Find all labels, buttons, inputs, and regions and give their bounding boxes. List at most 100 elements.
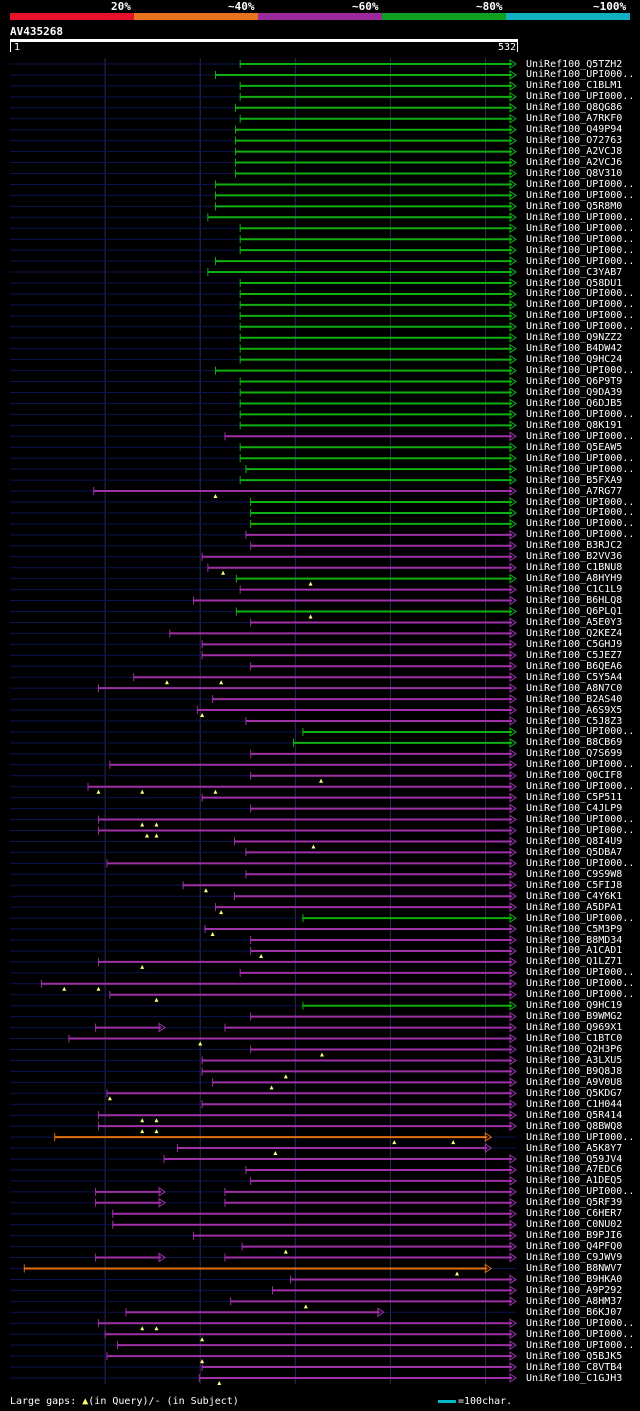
hit-label[interactable]: UniRef100_C5J8Z3 [526,715,623,727]
hit-label[interactable]: UniRef100_A9P292 [526,1284,623,1296]
hit-label[interactable]: UniRef100_UPI000.. [526,1186,635,1198]
hit-label[interactable]: UniRef100_C5P511 [526,792,623,804]
hit-label[interactable]: UniRef100_UPI000.. [526,211,635,223]
hit-label[interactable]: UniRef100_UPI000.. [526,1131,635,1143]
hit-label[interactable]: UniRef100_Q5EAW5 [526,441,623,453]
hit-label[interactable]: UniRef100_UPI000.. [526,244,635,256]
hit-label[interactable]: UniRef100_A5K8Y7 [526,1142,623,1154]
hit-label[interactable]: UniRef100_Q5DBA7 [526,846,623,858]
hit-label[interactable]: UniRef100_C5FIJ8 [526,879,623,891]
hit-label[interactable]: UniRef100_Q8V310 [526,168,623,179]
hit-label[interactable]: UniRef100_A1DEQ5 [526,1175,623,1187]
hit-label[interactable]: UniRef100_Q5TZH2 [526,58,623,70]
hit-label[interactable]: UniRef100_UPI000.. [526,408,635,420]
hit-label[interactable]: UniRef100_UPI000.. [526,310,635,322]
hit-label[interactable]: UniRef100_Q0CIF8 [526,770,623,782]
hit-label[interactable]: UniRef100_UPI000.. [526,1328,635,1340]
hit-label[interactable]: UniRef100_C4JLP9 [526,803,623,815]
hit-label[interactable]: UniRef100_C1H044 [526,1098,623,1110]
hit-label[interactable]: UniRef100_B9Q8J8 [526,1065,623,1077]
hit-label[interactable]: UniRef100_B2VV36 [526,551,623,563]
hit-label[interactable]: UniRef100_B8NWV7 [526,1263,623,1274]
hit-label[interactable]: UniRef100_UPI000.. [526,781,635,793]
hit-label[interactable]: UniRef100_Q8QG86 [526,102,623,114]
hit-label[interactable]: UniRef100_C1C1L9 [526,584,623,596]
hit-label[interactable]: UniRef100_UPI000.. [526,507,635,519]
hit-label[interactable]: UniRef100_UPI000.. [526,321,635,333]
hit-label[interactable]: UniRef100_A6S9X5 [526,704,623,716]
hit-label[interactable]: UniRef100_UPI000.. [526,1339,635,1351]
hit-label[interactable]: UniRef100_B2AS40 [526,693,623,705]
hit-label[interactable]: UniRef100_A5E0Y3 [526,616,623,628]
hit-label[interactable]: UniRef100_Q8I4U9 [526,835,623,847]
hit-label[interactable]: UniRef100_A9V0U8 [526,1076,623,1088]
hit-label[interactable]: UniRef100_UPI000.. [526,978,635,990]
hit-label[interactable]: UniRef100_B4DW42 [526,343,623,355]
hit-label[interactable]: UniRef100_UPI000.. [526,726,635,738]
hit-label[interactable]: UniRef100_UPI000.. [526,222,635,234]
hit-label[interactable]: UniRef100_UPI000.. [526,233,635,245]
hit-label[interactable]: UniRef100_UPI000.. [526,91,635,103]
hit-label[interactable]: UniRef100_UPI000.. [526,69,635,81]
hit-label[interactable]: UniRef100_C4Y6K1 [526,890,623,902]
hit-label[interactable]: UniRef100_Q9HC19 [526,1000,623,1012]
hit-label[interactable]: UniRef100_Q4PFQ0 [526,1241,623,1253]
hit-label[interactable]: UniRef100_Q5R8M0 [526,200,623,212]
hit-label[interactable]: UniRef100_B6HLQ8 [526,595,623,607]
hit-label[interactable]: UniRef100_Q5KDG7 [526,1087,623,1099]
hit-label[interactable]: UniRef100_B8CB69 [526,737,623,749]
hit-label[interactable]: UniRef100_C1GJH3 [526,1372,623,1384]
hit-label[interactable]: UniRef100_A8HYH9 [526,573,623,585]
hit-label[interactable]: UniRef100_B5FXA9 [526,474,623,486]
hit-label[interactable]: UniRef100_UPI000.. [526,255,635,267]
hit-label[interactable]: UniRef100_Q9NZZ2 [526,332,623,344]
hit-label[interactable]: UniRef100_Q5R414 [526,1109,623,1121]
hit-label[interactable]: UniRef100_C0NU02 [526,1219,623,1231]
hit-label[interactable]: UniRef100_Q5BJK5 [526,1350,623,1362]
hit-label[interactable]: UniRef100_C5M3P9 [526,923,623,935]
hit-label[interactable]: UniRef100_Q8K191 [526,419,623,431]
hit-label[interactable]: UniRef100_Q59JV4 [526,1153,623,1165]
hit-label[interactable]: UniRef100_Q969X1 [526,1022,623,1034]
hit-label[interactable]: UniRef100_UPI000.. [526,288,635,300]
hit-label[interactable]: UniRef100_UPI000.. [526,463,635,475]
hit-label[interactable]: UniRef100_B9WMG2 [526,1011,623,1023]
hit-label[interactable]: UniRef100_UPI000.. [526,430,635,442]
hit-label[interactable]: UniRef100_B9HKA0 [526,1273,623,1285]
hit-label[interactable]: UniRef100_C1BNU8 [526,562,623,574]
hit-label[interactable]: UniRef100_Q58DU1 [526,277,623,289]
hit-label[interactable]: UniRef100_O72763 [526,135,623,147]
hit-label[interactable]: UniRef100_Q8BWQ8 [526,1120,623,1132]
hit-label[interactable]: UniRef100_UPI000.. [526,178,635,190]
hit-label[interactable]: UniRef100_UPI000.. [526,518,635,530]
hit-label[interactable]: UniRef100_B6KJ07 [526,1306,623,1318]
hit-label[interactable]: UniRef100_C9JWV9 [526,1252,623,1264]
hit-label[interactable]: UniRef100_Q6P9T9 [526,376,623,388]
hit-label[interactable]: UniRef100_A5DPA1 [526,901,623,913]
hit-label[interactable]: UniRef100_B3RJC2 [526,540,623,552]
hit-label[interactable]: UniRef100_Q49P94 [526,124,623,136]
hit-label[interactable]: UniRef100_A1CAD1 [526,945,623,957]
hit-label[interactable]: UniRef100_UPI000.. [526,989,635,1001]
hit-label[interactable]: UniRef100_A8HM37 [526,1295,623,1307]
hit-label[interactable]: UniRef100_UPI000.. [526,452,635,464]
hit-label[interactable]: UniRef100_A2VCJ6 [526,157,623,169]
hit-label[interactable]: UniRef100_Q5RF39 [526,1197,623,1209]
hit-label[interactable]: UniRef100_B8MD34 [526,934,623,946]
hit-label[interactable]: UniRef100_Q6DJB5 [526,397,623,409]
hit-label[interactable]: UniRef100_UPI000.. [526,299,635,311]
hit-label[interactable]: UniRef100_UPI000.. [526,912,635,924]
hit-label[interactable]: UniRef100_C5Y5A4 [526,671,623,683]
hit-label[interactable]: UniRef100_B9PJI6 [526,1230,623,1242]
hit-label[interactable]: UniRef100_C8VTB4 [526,1361,623,1373]
hit-label[interactable]: UniRef100_UPI000.. [526,529,635,541]
hit-label[interactable]: UniRef100_UPI000.. [526,759,635,771]
hit-label[interactable]: UniRef100_A7RKF0 [526,113,623,125]
hit-label[interactable]: UniRef100_A7EDC6 [526,1164,623,1176]
hit-label[interactable]: UniRef100_Q1LZ71 [526,956,623,968]
hit-label[interactable]: UniRef100_C3YAB7 [526,266,623,278]
hit-label[interactable]: UniRef100_C5JEZ7 [526,649,623,661]
hit-label[interactable]: UniRef100_UPI000.. [526,365,635,377]
hit-label[interactable]: UniRef100_C6HER7 [526,1208,623,1220]
hit-label[interactable]: UniRef100_A7RG77 [526,485,623,497]
